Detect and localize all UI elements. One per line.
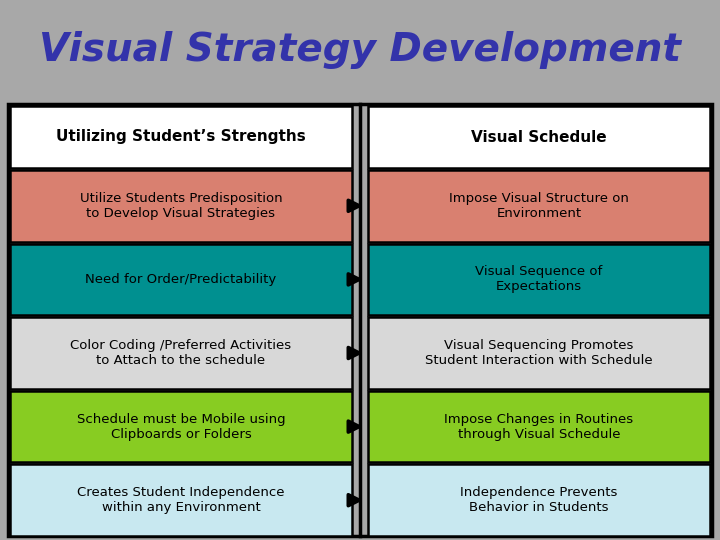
Text: Visual Schedule: Visual Schedule <box>471 130 607 145</box>
Text: Utilizing Student’s Strengths: Utilizing Student’s Strengths <box>56 130 306 145</box>
Bar <box>368 464 710 536</box>
Bar <box>10 106 352 168</box>
Bar <box>368 244 710 315</box>
Text: Utilize Students Predisposition
to Develop Visual Strategies: Utilize Students Predisposition to Devel… <box>80 192 282 220</box>
Text: Visual Strategy Development: Visual Strategy Development <box>39 31 681 69</box>
Text: Color Coding /Preferred Activities
to Attach to the schedule: Color Coding /Preferred Activities to At… <box>71 339 292 367</box>
Text: Impose Visual Structure on
Environment: Impose Visual Structure on Environment <box>449 192 629 220</box>
Bar <box>10 464 352 536</box>
Bar <box>10 391 352 462</box>
Bar <box>368 170 710 241</box>
Bar <box>10 317 352 389</box>
Text: Visual Sequencing Promotes
Student Interaction with Schedule: Visual Sequencing Promotes Student Inter… <box>426 339 653 367</box>
Bar <box>10 170 352 241</box>
Text: Visual Sequence of
Expectations: Visual Sequence of Expectations <box>475 265 603 293</box>
Bar <box>368 317 710 389</box>
Text: Impose Changes in Routines
through Visual Schedule: Impose Changes in Routines through Visua… <box>444 413 634 441</box>
Text: Need for Order/Predictability: Need for Order/Predictability <box>86 273 276 286</box>
Bar <box>368 106 710 168</box>
Text: Independence Prevents
Behavior in Students: Independence Prevents Behavior in Studen… <box>460 486 618 514</box>
Bar <box>10 244 352 315</box>
Text: Creates Student Independence
within any Environment: Creates Student Independence within any … <box>77 486 284 514</box>
Bar <box>0 0 720 100</box>
Text: Schedule must be Mobile using
Clipboards or Folders: Schedule must be Mobile using Clipboards… <box>77 413 285 441</box>
Bar <box>368 391 710 462</box>
Bar <box>8 104 712 536</box>
